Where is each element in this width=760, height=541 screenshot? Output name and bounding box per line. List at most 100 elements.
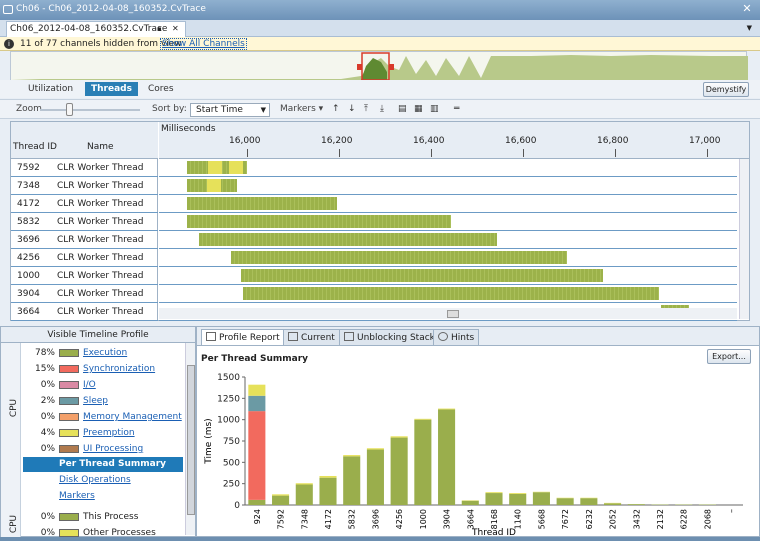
tab-unblocking-stack[interactable]: Unblocking Stack [339, 329, 440, 345]
move-bottom-icon[interactable]: ⤓ [380, 104, 384, 114]
thread-lane[interactable] [159, 285, 737, 303]
thread-activity-bar[interactable] [187, 161, 247, 174]
process-label: This Process [83, 512, 138, 522]
grid-icon [288, 332, 298, 341]
thread-activity-bar[interactable] [187, 197, 337, 210]
move-top-icon[interactable]: ⤒ [364, 104, 368, 114]
timeline-overview[interactable] [10, 51, 747, 81]
tab-current[interactable]: Current [283, 329, 340, 345]
overview-graph [11, 52, 748, 82]
pin-icon[interactable]: ▪ [157, 25, 162, 33]
x-tick-label: 4256 [395, 509, 404, 529]
profile-category[interactable]: 2%Sleep [23, 393, 185, 409]
tab-cores[interactable]: Cores [142, 82, 180, 96]
category-link[interactable]: Preemption [83, 428, 135, 438]
thread-lane[interactable] [159, 231, 737, 249]
bar-execution [438, 409, 455, 505]
process-swatch [59, 513, 79, 521]
thread-id: 3904 [17, 289, 40, 299]
tab-hints[interactable]: Hints [433, 329, 479, 345]
profile-category[interactable]: 0%I/O [23, 377, 185, 393]
close-icon[interactable]: ✕ [740, 2, 754, 16]
zoom-slider-track[interactable] [40, 109, 140, 111]
document-tab[interactable]: Ch06_2012-04-08_160352.CvTrace ▪ ✕ [6, 21, 186, 37]
profile-category[interactable]: 15%Synchronization [23, 361, 185, 377]
profile-category[interactable]: 0%UI Processing [23, 441, 185, 457]
tab-threads[interactable]: Threads [85, 82, 138, 96]
bar-execution [628, 504, 645, 505]
bar-execution [296, 485, 313, 505]
thread-lane[interactable] [159, 267, 737, 285]
thread-lane[interactable] [159, 195, 737, 213]
process-category[interactable]: 0% This Process [23, 509, 185, 525]
group-icon-3[interactable]: ▥ [430, 104, 439, 114]
window-title: Ch06 - Ch06_2012-04-08_160352.CvTrace [16, 4, 206, 14]
category-link[interactable]: Sleep [83, 396, 108, 406]
move-down-icon[interactable]: ↓ [348, 104, 356, 114]
thread-lane[interactable] [159, 159, 737, 177]
profile-category[interactable]: 4%Preemption [23, 425, 185, 441]
thread-activity-bar[interactable] [187, 179, 237, 192]
profile-nav-item[interactable]: Per Thread Summary [23, 457, 183, 472]
move-up-icon[interactable]: ↑ [332, 104, 340, 114]
profile-title: Visible Timeline Profile [1, 327, 195, 343]
category-link[interactable]: I/O [83, 380, 96, 390]
profile-scroll-thumb[interactable] [187, 365, 195, 515]
zoom-slider-thumb[interactable] [66, 103, 73, 116]
vertical-scrollbar[interactable] [739, 159, 749, 319]
thread-lane[interactable] [159, 213, 737, 231]
column-name[interactable]: Name [87, 142, 114, 152]
profile-scrollbar[interactable] [185, 343, 195, 535]
app-icon [3, 5, 13, 14]
process-percent: 0% [31, 512, 55, 522]
collapse-icon[interactable]: ═ [454, 104, 459, 114]
tab-dropdown-icon[interactable]: ▼ [747, 24, 752, 32]
category-swatch [59, 445, 79, 453]
bar-execution [509, 494, 526, 505]
close-tab-icon[interactable]: ✕ [172, 24, 179, 33]
tab-utilization[interactable]: Utilization [22, 82, 79, 96]
sort-select[interactable]: Start Time ▼ [190, 103, 270, 117]
tab-profile-report[interactable]: Profile Report [201, 329, 285, 345]
thread-activity-bar[interactable] [187, 215, 451, 228]
markers-menu[interactable]: Markers ▾ [280, 104, 323, 114]
thread-lane[interactable] [159, 249, 737, 267]
demystify-button[interactable]: Demystify [703, 82, 749, 97]
horizontal-scroll-thumb[interactable] [447, 310, 459, 318]
category-link[interactable]: UI Processing [83, 444, 143, 454]
y-tick-label: 1500 [217, 373, 240, 383]
category-link[interactable]: Synchronization [83, 364, 155, 374]
group-icon-2[interactable]: ▦ [414, 104, 423, 114]
thread-activity-bar[interactable] [243, 287, 659, 300]
export-button[interactable]: Export... [707, 349, 751, 364]
profile-nav-item[interactable]: Disk Operations [23, 473, 183, 488]
horizontal-scrollbar[interactable] [159, 308, 737, 319]
thread-activity-bar[interactable] [241, 269, 603, 282]
process-category[interactable]: 0%Other Processes [23, 525, 185, 541]
column-thread-id[interactable]: Thread ID [13, 142, 57, 152]
profile-category[interactable]: 0%Memory Management [23, 409, 185, 425]
thread-lane[interactable] [159, 177, 737, 195]
category-link[interactable]: Memory Management [83, 412, 182, 422]
profile-category[interactable]: 78%Execution [23, 345, 185, 361]
stack-icon [344, 332, 354, 341]
group-icon-1[interactable]: ▤ [398, 104, 407, 114]
profile-nav-item[interactable]: Markers [23, 489, 183, 504]
show-all-channels-link[interactable]: Show All Channels [160, 38, 247, 50]
category-link[interactable]: Execution [83, 348, 127, 358]
thread-activity-bar[interactable] [231, 251, 567, 264]
thread-activity-bar[interactable] [199, 233, 497, 246]
